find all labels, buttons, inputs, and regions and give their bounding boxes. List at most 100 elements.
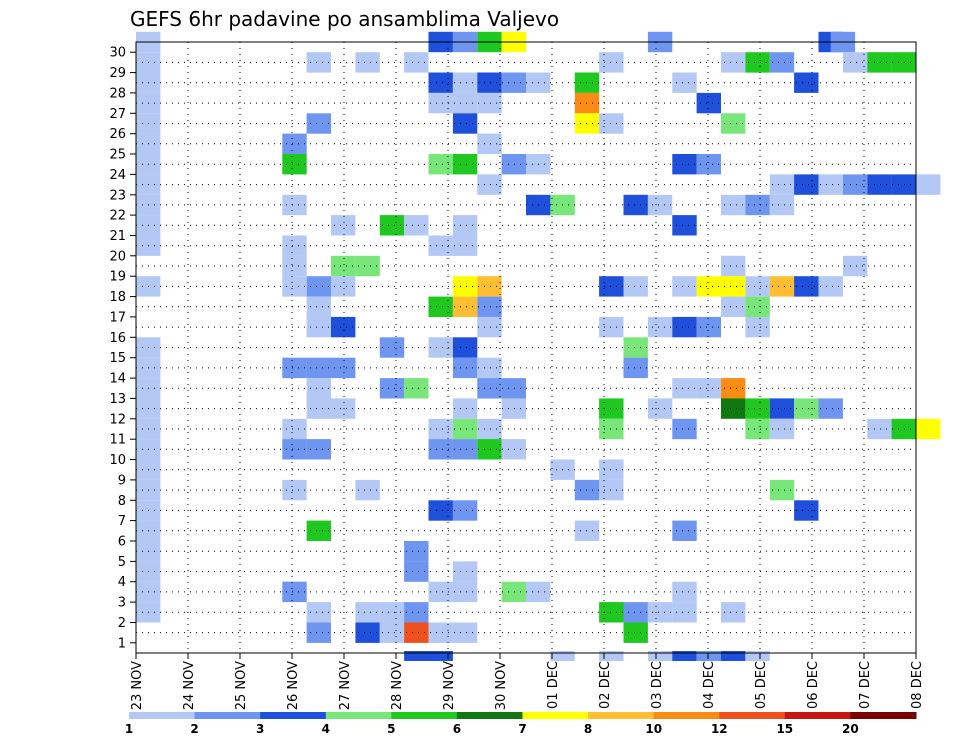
heatmap-cell [672, 276, 697, 297]
heatmap-cell [306, 602, 331, 623]
heatmap-cell [452, 154, 478, 175]
x-tick-label: 25 NOV [234, 661, 249, 710]
heatmap-cell [306, 520, 331, 541]
heatmap-cell [794, 72, 819, 93]
heatmap-cell [745, 398, 770, 419]
heatmap-cell [452, 581, 478, 603]
y-tick-label: 27 [109, 107, 126, 122]
heatmap-cell [404, 602, 429, 623]
heatmap-cell [306, 52, 331, 73]
y-tick-label: 21 [109, 229, 126, 244]
y-tick-label: 12 [109, 412, 126, 427]
heatmap-cell [452, 337, 478, 358]
y-tick-label: 29 [109, 66, 126, 81]
heatmap-cell [916, 174, 941, 195]
x-tick-label: 29 NOV [442, 661, 457, 710]
y-tick-label: 15 [109, 351, 126, 366]
heatmap-cell [428, 92, 453, 114]
heatmap-cell [623, 622, 648, 643]
heatmap-cell [379, 215, 405, 236]
heatmap-cell [891, 52, 916, 73]
legend-label: 1 [125, 722, 133, 736]
legend-label: 6 [453, 722, 461, 736]
heatmap-cell [331, 357, 356, 379]
legend-label: 5 [387, 722, 395, 736]
y-tick-label: 23 [109, 188, 126, 203]
heatmap-cell [599, 398, 624, 419]
legend-label: 12 [711, 722, 728, 736]
legend-swatch [456, 712, 523, 719]
y-tick-label: 19 [109, 270, 126, 285]
legend-swatch [522, 712, 589, 719]
heatmap-cell [672, 154, 697, 175]
heatmap-cell [696, 378, 721, 399]
x-tick-label: 23 NOV [130, 661, 145, 710]
heatmap-cell [452, 215, 478, 236]
x-tick-label: 06 DEC [806, 661, 821, 709]
heatmap-cell [452, 418, 478, 440]
x-tick-label: 05 DEC [754, 661, 769, 709]
y-tick-label: 9 [118, 473, 126, 488]
heatmap-cell [404, 52, 429, 73]
heatmap-cell [306, 357, 331, 379]
y-tick-label: 22 [109, 209, 126, 224]
heatmap-cell [306, 622, 331, 643]
heatmap-cell [501, 72, 526, 93]
legend-swatch [129, 712, 196, 719]
heatmap-cell [282, 439, 307, 460]
heatmap-cell [696, 276, 721, 297]
x-tick-label: 28 NOV [390, 661, 405, 710]
heatmap-cell [404, 215, 429, 236]
heatmap-cells [136, 31, 941, 661]
y-tick-label: 5 [118, 555, 126, 570]
y-tick-label: 25 [109, 148, 126, 163]
heatmap-cell [282, 276, 307, 297]
y-tick-label: 18 [109, 290, 126, 305]
legend-swatch [260, 712, 327, 719]
heatmap-cell [501, 378, 526, 399]
heatmap-cell [477, 418, 502, 440]
heatmap-cell [623, 337, 648, 358]
heatmap-cell [452, 439, 478, 460]
heatmap-cell [306, 276, 331, 297]
heatmap-cell [282, 154, 307, 175]
heatmap-cell [428, 235, 453, 256]
heatmap-cell [306, 113, 331, 134]
heatmap-cell [721, 602, 746, 623]
heatmap-cell [672, 581, 697, 603]
y-tick-label: 24 [109, 168, 126, 183]
heatmap-cell [599, 52, 624, 73]
heatmap-cell [647, 316, 673, 338]
legend-label: 20 [842, 722, 859, 736]
heatmap-cell [477, 316, 502, 338]
x-tick-label: 24 NOV [182, 661, 197, 710]
heatmap-cell [477, 276, 502, 297]
heatmap-cell [452, 235, 478, 256]
heatmap-cell [452, 92, 478, 114]
y-tick-label: 6 [118, 535, 126, 550]
heatmap-cell [867, 174, 892, 195]
heatmap-cell [672, 316, 697, 338]
heatmap-cell [721, 651, 746, 661]
heatmap-cell [745, 194, 770, 216]
heatmap-cell [282, 194, 307, 216]
x-tick-label: 26 NOV [286, 661, 301, 710]
heatmap-cell [721, 52, 746, 73]
heatmap-cell [794, 398, 819, 419]
heatmap-cell [891, 418, 916, 440]
heatmap-cell [355, 479, 380, 501]
heatmap-cell [794, 500, 819, 521]
legend-label: 4 [322, 722, 330, 736]
grid-lines [135, 42, 916, 654]
heatmap-cell [818, 398, 843, 419]
x-tick-label: 08 DEC [910, 661, 925, 709]
heatmap-cell [745, 316, 770, 338]
heatmap-cell [672, 72, 697, 93]
heatmap-cell [599, 651, 624, 661]
y-axis-ticks: 1234567891011121314151617181920212223242… [109, 46, 136, 651]
heatmap-cell [282, 357, 307, 379]
heatmap-cell [769, 398, 795, 419]
heatmap-cell [331, 215, 356, 236]
heatmap-cell [477, 92, 502, 114]
heatmap-cell [721, 113, 746, 134]
